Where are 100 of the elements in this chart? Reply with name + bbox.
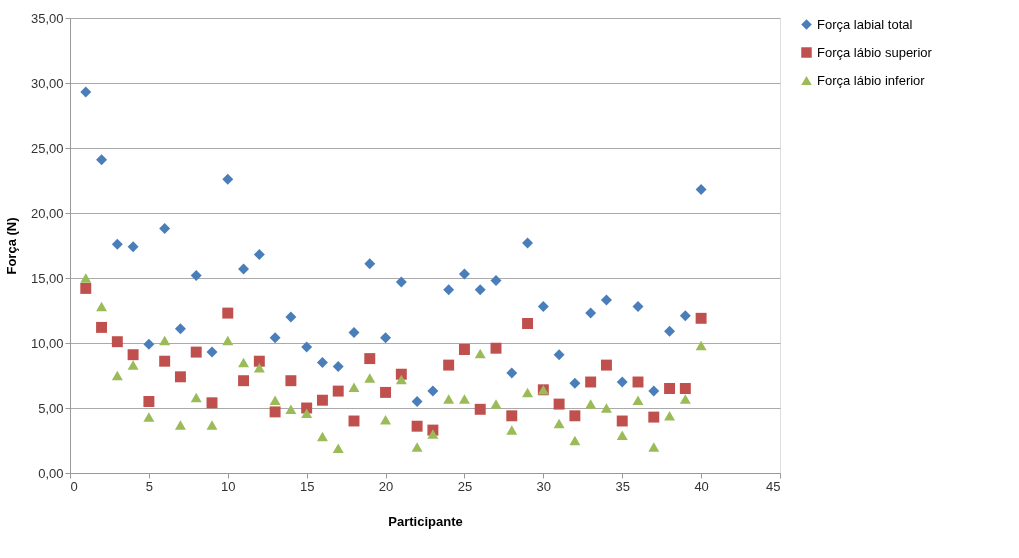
point (285, 404, 297, 415)
point (206, 420, 218, 430)
point (127, 241, 139, 253)
x-tick-label: 35 (615, 478, 630, 494)
point (143, 396, 155, 407)
point (285, 311, 297, 323)
point (222, 173, 234, 185)
point (364, 353, 376, 365)
point (238, 375, 250, 387)
point (522, 237, 534, 249)
point (553, 418, 565, 429)
point (458, 268, 470, 280)
point (127, 349, 139, 361)
point (190, 346, 202, 358)
point (553, 398, 565, 410)
point (490, 399, 502, 409)
point (395, 276, 407, 288)
y-tick-label: 15,00 (30, 270, 64, 286)
point (159, 223, 171, 235)
point (96, 154, 108, 166)
y-tick-label: 25,00 (30, 140, 64, 156)
point (443, 359, 455, 371)
point (695, 340, 707, 351)
point (127, 360, 139, 370)
point (679, 310, 691, 322)
point (364, 373, 376, 383)
point (222, 335, 234, 346)
point (253, 362, 265, 373)
legend-label: Força lábio inferior (817, 72, 926, 88)
point (474, 284, 486, 296)
point (348, 382, 360, 392)
point (364, 258, 376, 270)
x-tick-label: 5 (145, 478, 154, 494)
point (316, 357, 328, 368)
point (174, 323, 186, 335)
point (600, 359, 612, 371)
point (569, 377, 581, 389)
x-tick-label: 10 (221, 478, 236, 494)
point (111, 336, 123, 348)
point (600, 294, 612, 306)
point (159, 355, 171, 367)
point (380, 414, 392, 425)
point (443, 284, 455, 296)
point (458, 344, 470, 355)
point (506, 425, 518, 435)
point (648, 411, 660, 423)
point (332, 385, 344, 397)
point (411, 396, 423, 407)
x-tick-label: 45 (766, 478, 781, 494)
point (174, 371, 186, 383)
point (96, 321, 108, 333)
point (238, 357, 250, 368)
point (80, 282, 92, 294)
point (616, 415, 628, 427)
point (238, 263, 250, 275)
point (316, 431, 328, 442)
point (664, 383, 676, 394)
x-tick-label: 20 (378, 478, 394, 494)
point (648, 442, 660, 452)
point (80, 273, 92, 283)
point (411, 420, 423, 432)
point (380, 386, 392, 398)
point (143, 338, 155, 350)
point (664, 411, 676, 421)
y-axis-title: Força (N) (3, 217, 19, 275)
point (664, 325, 676, 337)
point (427, 385, 439, 397)
point (522, 387, 534, 398)
point (458, 394, 470, 404)
point (96, 301, 108, 312)
point (522, 318, 534, 329)
point (269, 332, 281, 344)
x-axis-title: Participante (388, 513, 463, 529)
point (443, 394, 455, 404)
point (632, 301, 644, 313)
point (269, 395, 281, 405)
point (506, 410, 518, 422)
point (490, 342, 502, 354)
point (159, 335, 171, 346)
point (600, 403, 612, 413)
legend-label: Força labial total (817, 16, 913, 32)
y-tick-label: 0,00 (38, 465, 64, 481)
point (553, 349, 565, 361)
point (380, 332, 392, 344)
legend-label: Força lábio superior (817, 44, 933, 60)
y-tick-label: 35,00 (30, 10, 64, 26)
point (269, 406, 281, 418)
y-tick-label: 5,00 (38, 400, 64, 416)
point (332, 443, 344, 454)
point (206, 397, 218, 409)
point (569, 410, 581, 422)
x-tick-label: 15 (299, 478, 315, 494)
point (569, 435, 581, 446)
point (411, 442, 423, 452)
point (222, 307, 234, 319)
point (474, 348, 486, 359)
point (143, 412, 155, 422)
point (490, 275, 502, 287)
point (316, 394, 328, 406)
x-tick-label: 40 (694, 478, 709, 494)
